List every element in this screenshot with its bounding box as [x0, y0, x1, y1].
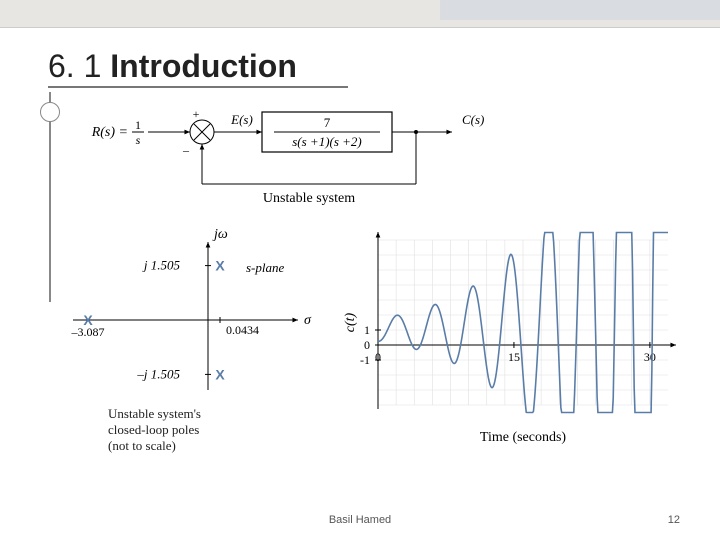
- svg-text:0: 0: [364, 338, 370, 352]
- svg-text:c(t): c(t): [343, 312, 358, 332]
- svg-text:E(s): E(s): [230, 112, 253, 127]
- title-prefix: 6. 1: [48, 48, 110, 84]
- svg-text:-1: -1: [360, 353, 370, 367]
- svg-text:Time (seconds): Time (seconds): [480, 430, 567, 445]
- svg-text:7: 7: [324, 115, 331, 130]
- svg-text:s(s +1)(s +2): s(s +1)(s +2): [292, 134, 362, 149]
- svg-text:σ: σ: [304, 313, 312, 328]
- svg-text:closed-loop poles: closed-loop poles: [108, 422, 199, 437]
- diagrams-svg: R(s) =1s+–E(s)7s(s +1)(s +2)C(s)Unstable…: [48, 100, 688, 490]
- title-bold: Introduction: [110, 48, 297, 84]
- svg-text:30: 30: [644, 350, 656, 364]
- svg-text:j 1.505: j 1.505: [142, 258, 181, 273]
- svg-text:C(s): C(s): [462, 112, 484, 127]
- svg-text:0.0434: 0.0434: [226, 323, 259, 337]
- svg-text:0: 0: [375, 350, 381, 364]
- footer-page: 12: [668, 514, 680, 526]
- svg-text:(not to scale): (not to scale): [108, 438, 176, 453]
- svg-text:Unstable system: Unstable system: [263, 191, 355, 206]
- slide-title: 6. 1 Introduction: [48, 48, 297, 85]
- svg-text:X: X: [215, 366, 225, 382]
- presentation-top-bar: [0, 0, 720, 28]
- svg-text:s-plane: s-plane: [246, 260, 285, 275]
- svg-text:1: 1: [364, 323, 370, 337]
- svg-text:+: +: [193, 107, 200, 121]
- svg-text:–: –: [182, 143, 190, 157]
- footer-author: Basil Hamed: [329, 514, 391, 526]
- svg-text:X: X: [215, 258, 225, 274]
- svg-text:jω: jω: [212, 227, 228, 242]
- svg-text:–3.087: –3.087: [71, 325, 105, 339]
- svg-text:R(s) =: R(s) =: [91, 125, 128, 140]
- svg-text:s: s: [136, 133, 141, 147]
- svg-text:Unstable system's: Unstable system's: [108, 406, 201, 421]
- svg-text:1: 1: [135, 118, 141, 132]
- title-underline: [48, 86, 348, 88]
- diagram-stage: R(s) =1s+–E(s)7s(s +1)(s +2)C(s)Unstable…: [48, 100, 692, 500]
- svg-text:15: 15: [508, 350, 520, 364]
- svg-text:–j 1.505: –j 1.505: [136, 366, 180, 381]
